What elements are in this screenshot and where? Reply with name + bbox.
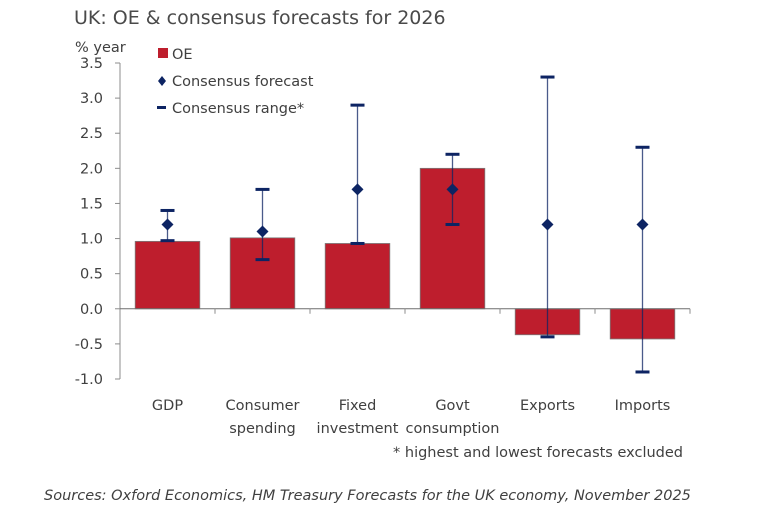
consensus-ranges — [160, 75, 650, 374]
y-tick-label: 2.0 — [80, 161, 103, 177]
legend-swatch-oe — [158, 48, 168, 58]
legend-label-consensus: Consensus forecast — [172, 74, 314, 90]
footnote: * highest and lowest forecasts excluded — [393, 445, 683, 461]
y-tick-label: 1.0 — [80, 232, 103, 248]
legend-marker-range — [157, 106, 166, 109]
y-tick-label: 0.0 — [80, 302, 103, 318]
consensus-range-low — [445, 223, 460, 227]
consensus-range-high — [160, 208, 175, 212]
consensus-range-high — [445, 152, 460, 156]
consensus-range-high — [350, 103, 365, 107]
x-tick-label: Consumer — [226, 398, 300, 414]
consensus-range-low — [160, 239, 175, 243]
x-axis — [120, 308, 691, 314]
chart-title: UK: OE & consensus forecasts for 2026 — [74, 7, 446, 29]
consensus-range-low — [540, 335, 555, 339]
bar-oe — [324, 243, 391, 310]
consensus-forecast-marker — [446, 183, 459, 196]
y-tick-label: 1.5 — [80, 196, 103, 212]
x-tick-label: consumption — [406, 421, 500, 437]
legend: OE Consensus forecast Consensus range* — [157, 47, 314, 117]
source-note: Sources: Oxford Economics, HM Treasury F… — [44, 488, 691, 504]
consensus-forecast-marker — [256, 225, 269, 238]
consensus-forecast-marker — [541, 218, 554, 231]
x-tick-label: GDP — [152, 398, 183, 414]
x-tick-label: investment — [317, 421, 399, 437]
y-axis-label: % year — [75, 40, 126, 56]
x-tick-label: Imports — [615, 398, 671, 414]
consensus-range-high — [540, 75, 555, 79]
x-tick-label: spending — [229, 421, 296, 437]
legend-marker-consensus — [158, 76, 166, 86]
y-tick-label: 0.5 — [80, 267, 103, 283]
x-tick-label: Exports — [520, 398, 575, 414]
consensus-forecast-marker — [351, 183, 364, 196]
y-tick-label: 3.5 — [80, 56, 103, 72]
consensus-range-high — [255, 187, 270, 191]
consensus-range-low — [350, 241, 365, 245]
x-tick-labels: GDP Consumer spending Fixed investment Govt co… — [152, 398, 670, 437]
x-tick-label: Govt — [435, 398, 470, 414]
y-axis: 3.5 3.0 2.5 2.0 1.5 1.0 0.5 0.0 -0.5 -1.0 — [75, 56, 121, 388]
consensus-forecast-marker — [636, 218, 649, 231]
y-tick-label: -1.0 — [75, 372, 103, 388]
consensus-range-low — [635, 370, 650, 374]
legend-label-oe: OE — [172, 47, 193, 63]
x-tick-label: Fixed — [339, 398, 377, 414]
consensus-forecast-marker — [161, 218, 174, 231]
y-tick-label: 3.0 — [80, 91, 103, 107]
consensus-range-low — [255, 258, 270, 262]
bars — [134, 167, 676, 340]
bar-oe — [134, 240, 201, 310]
consensus-range-high — [635, 145, 650, 149]
y-tick-label: 2.5 — [80, 126, 103, 142]
legend-label-range: Consensus range* — [172, 101, 304, 117]
y-tick-label: -0.5 — [75, 337, 103, 353]
